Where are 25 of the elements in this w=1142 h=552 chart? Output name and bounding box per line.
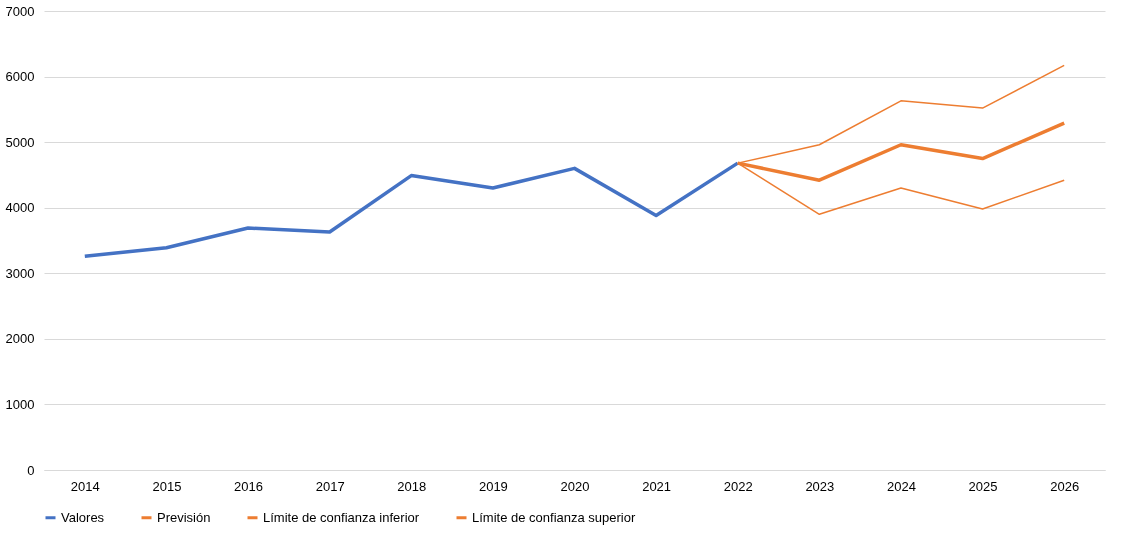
legend-label: Límite de confianza inferior [263,509,420,525]
x-tick-label: 2016 [234,478,263,494]
x-tick-label: 2018 [397,478,427,494]
y-tick-label: 0 [27,462,35,478]
legend-label: Límite de confianza superior [472,509,636,525]
y-tick-label: 4000 [5,200,35,216]
x-tick-label: 2023 [805,478,835,494]
y-tick-label: 2000 [5,331,35,347]
x-tick-label: 2021 [642,478,672,494]
x-tick-label: 2017 [315,478,345,494]
x-tick-label: 2019 [478,478,508,494]
legend-label: Valores [61,509,105,525]
x-tick-label: 2026 [1050,478,1080,494]
x-tick-label: 2022 [723,478,753,494]
y-tick-label: 6000 [5,69,35,85]
y-tick-label: 5000 [5,134,35,150]
x-tick-label: 2025 [968,478,998,494]
y-tick-label: 7000 [5,3,35,19]
x-tick-label: 2020 [560,478,590,494]
x-tick-label: 2024 [887,478,916,494]
y-tick-label: 3000 [5,265,35,281]
x-tick-label: 2014 [70,478,100,494]
y-tick-label: 1000 [5,396,35,412]
legend-label: Previsión [157,509,211,525]
x-tick-label: 2015 [152,478,182,494]
